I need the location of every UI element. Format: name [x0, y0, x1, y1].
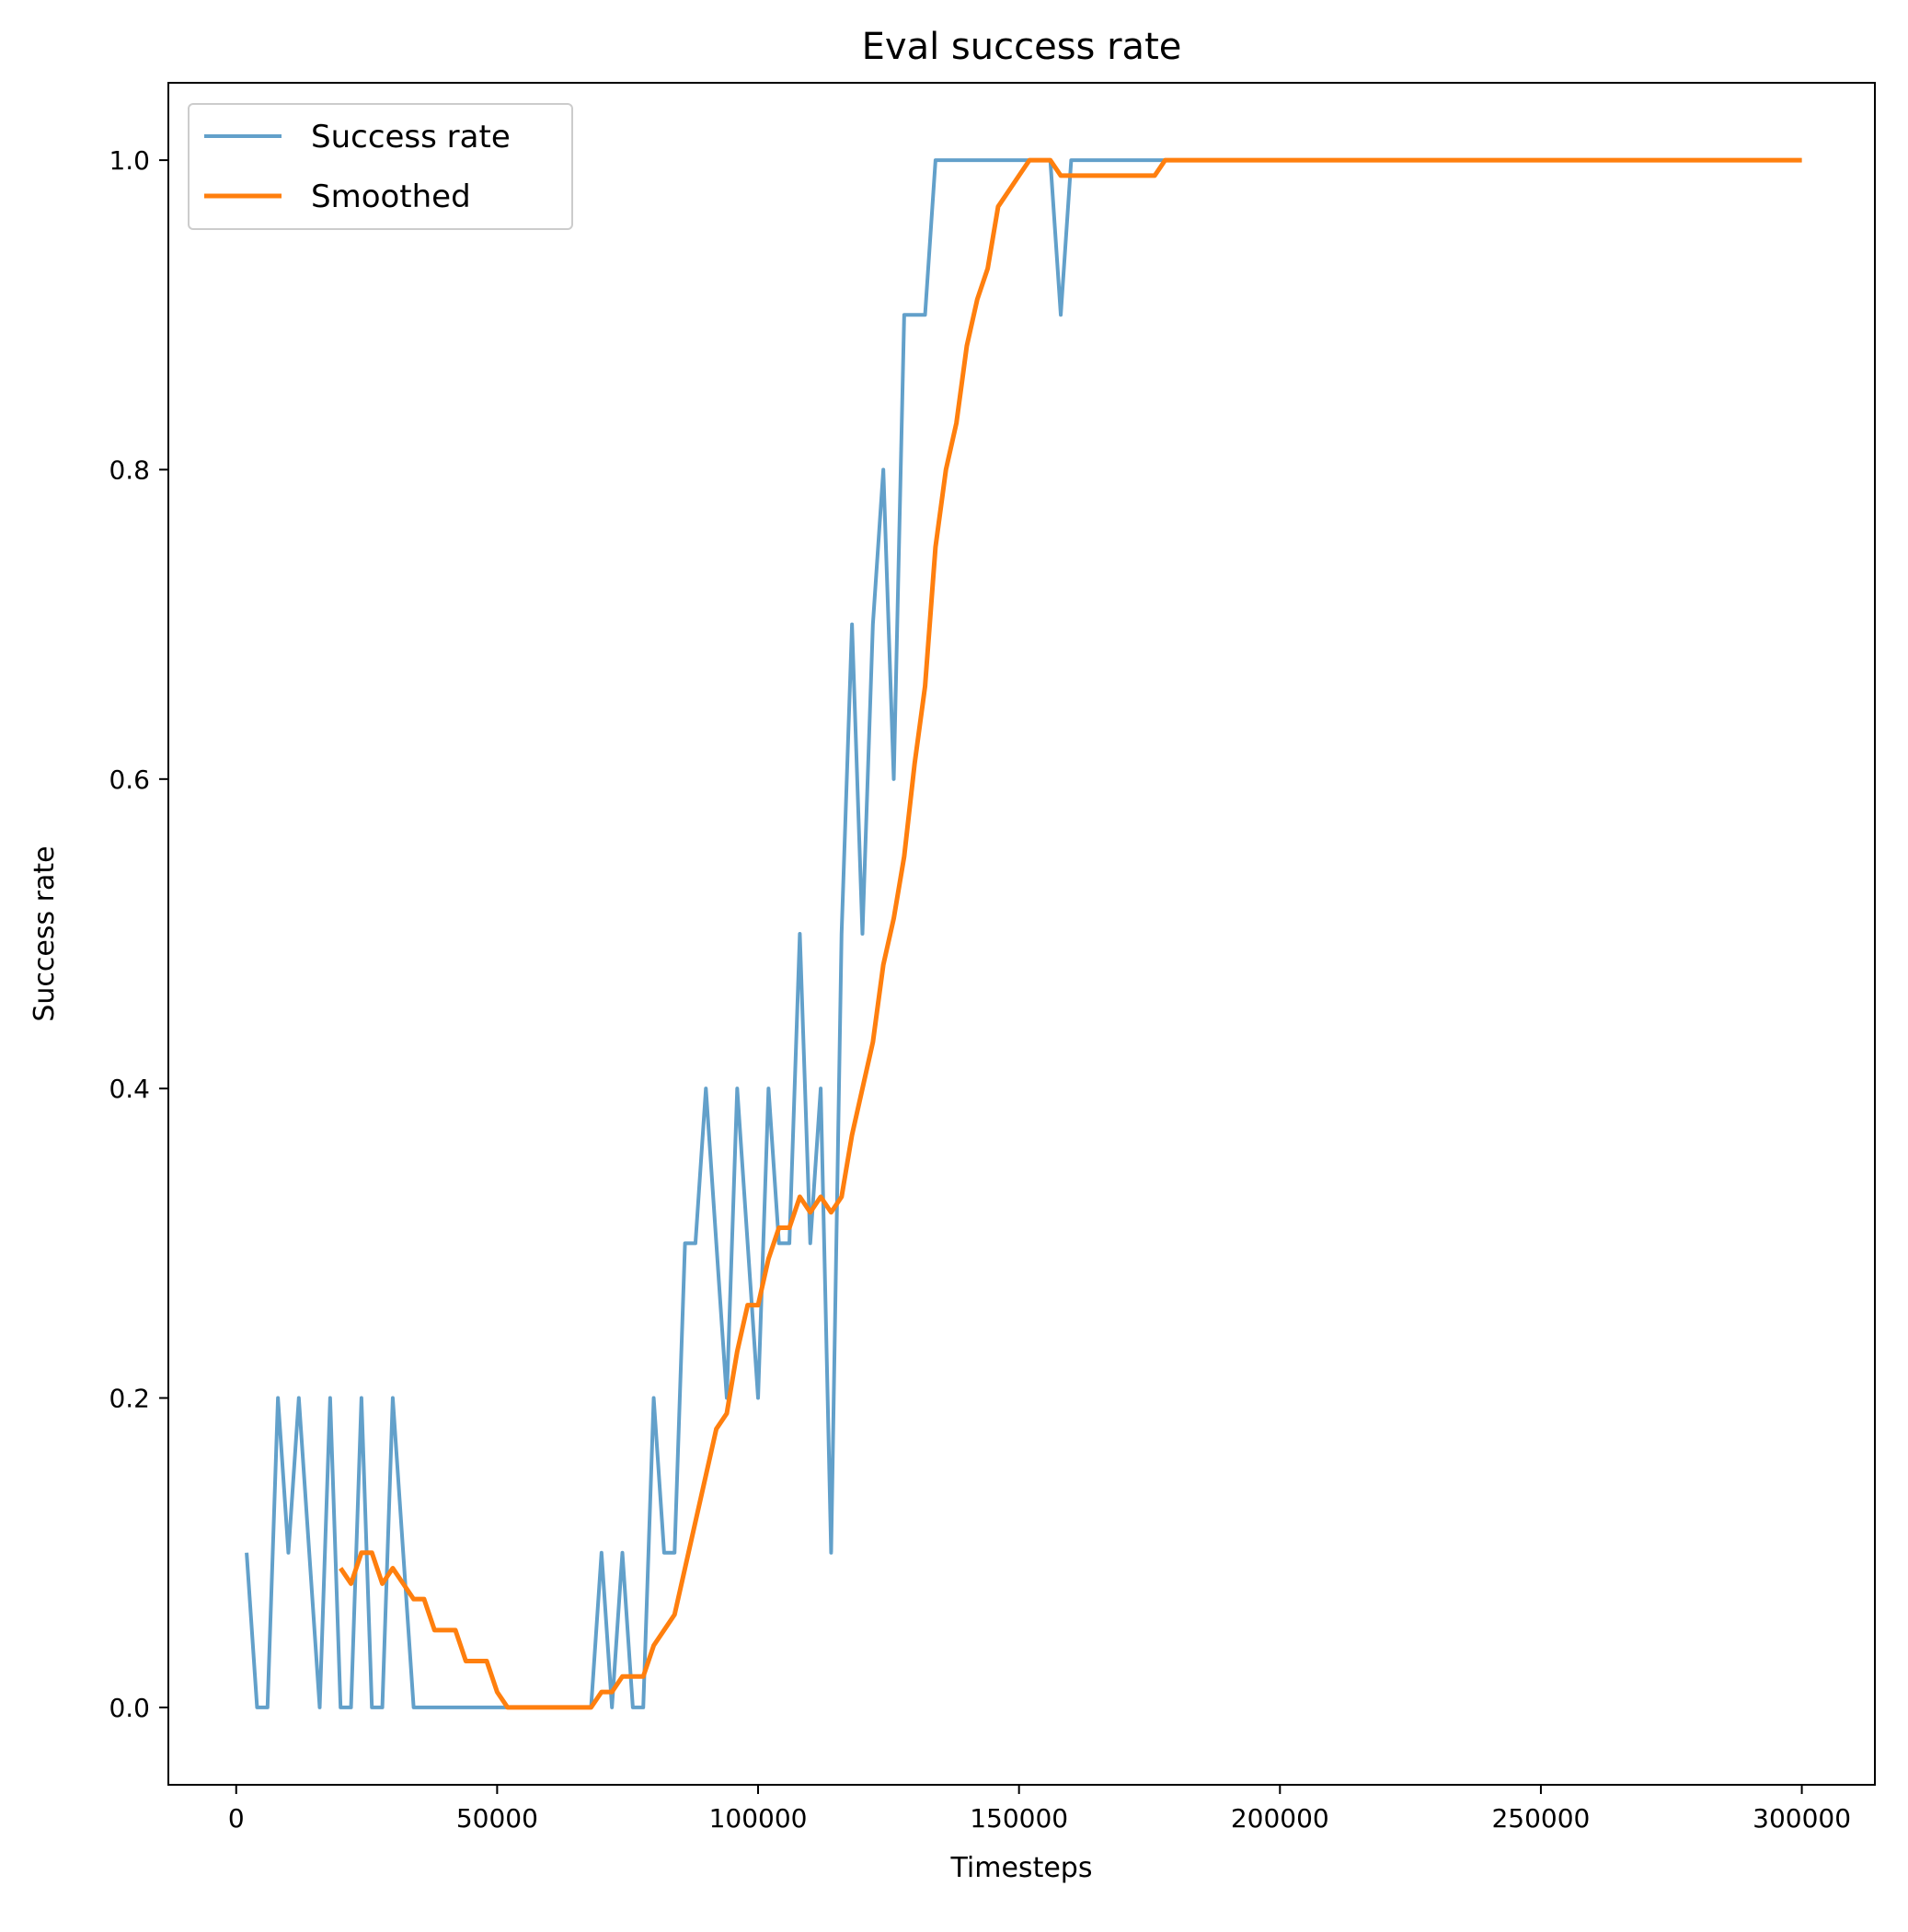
- x-tick-label: 150000: [970, 1803, 1068, 1834]
- y-tick-label: 0.2: [109, 1384, 150, 1414]
- x-tick-label: 0: [228, 1803, 245, 1834]
- plot-frame: [167, 82, 1876, 1786]
- x-axis: 0 50000 100000 150000 200000 250000 300000: [228, 1785, 1851, 1834]
- x-tick-label: 300000: [1753, 1803, 1851, 1834]
- x-tick-label: 100000: [709, 1803, 808, 1834]
- chart-title: Eval success rate: [862, 26, 1182, 68]
- y-tick-label: 0.4: [109, 1074, 150, 1104]
- series-line-smoothed: [339, 157, 1802, 1710]
- y-axis: 0.0 0.2 0.4 0.6 0.8 1.0: [109, 145, 168, 1723]
- x-tick-label: 200000: [1231, 1803, 1329, 1834]
- plot-area: [167, 82, 1876, 1786]
- y-tick-label: 0.8: [109, 454, 150, 485]
- legend-box: [188, 103, 573, 230]
- x-axis-title: Timesteps: [950, 1852, 1093, 1884]
- y-tick-label: 0.6: [109, 765, 150, 795]
- legend-label: Success rate: [311, 119, 511, 155]
- y-axis-title: Success rate: [29, 845, 61, 1021]
- series-line-success-rate: [245, 158, 1802, 1709]
- legend: Success rate Smoothed: [188, 103, 573, 230]
- x-tick-label: 50000: [456, 1803, 538, 1834]
- y-tick-label: 0.0: [109, 1693, 150, 1723]
- x-tick-label: 250000: [1491, 1803, 1590, 1834]
- legend-label: Smoothed: [311, 178, 471, 215]
- y-tick-label: 1.0: [109, 145, 150, 176]
